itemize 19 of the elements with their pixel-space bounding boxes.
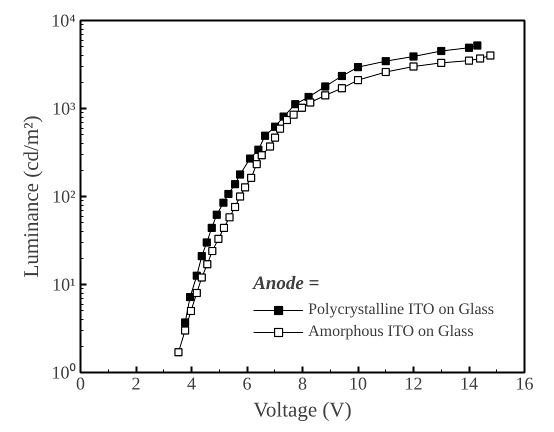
- legend-title: Anode =: [253, 273, 320, 295]
- y-tick-label: 10¹: [52, 274, 76, 294]
- x-tick-label: 10: [349, 374, 367, 394]
- x-tick-label: 12: [404, 374, 422, 394]
- y-tick-label: 10⁰: [52, 362, 76, 382]
- y-tick-label: 10³: [52, 98, 76, 118]
- legend-label: Polycrystalline ITO on Glass: [308, 301, 494, 319]
- x-tick-label: 14: [460, 374, 478, 394]
- y-tick-label: 10⁴: [51, 10, 76, 30]
- legend-label: Amorphous ITO on Glass: [308, 323, 474, 341]
- y-axis-title: Luminance (cd/m²): [19, 116, 44, 278]
- x-axis-title: Voltage (V): [253, 398, 352, 422]
- x-tick-label: 8: [298, 374, 307, 394]
- x-tick-label: 6: [242, 374, 252, 394]
- x-tick-label: 2: [132, 374, 140, 394]
- x-tick-label: 0: [76, 374, 85, 394]
- y-tick-label: 10²: [52, 186, 76, 206]
- x-tick-label: 4: [187, 374, 196, 394]
- x-tick-label: 16: [516, 374, 534, 394]
